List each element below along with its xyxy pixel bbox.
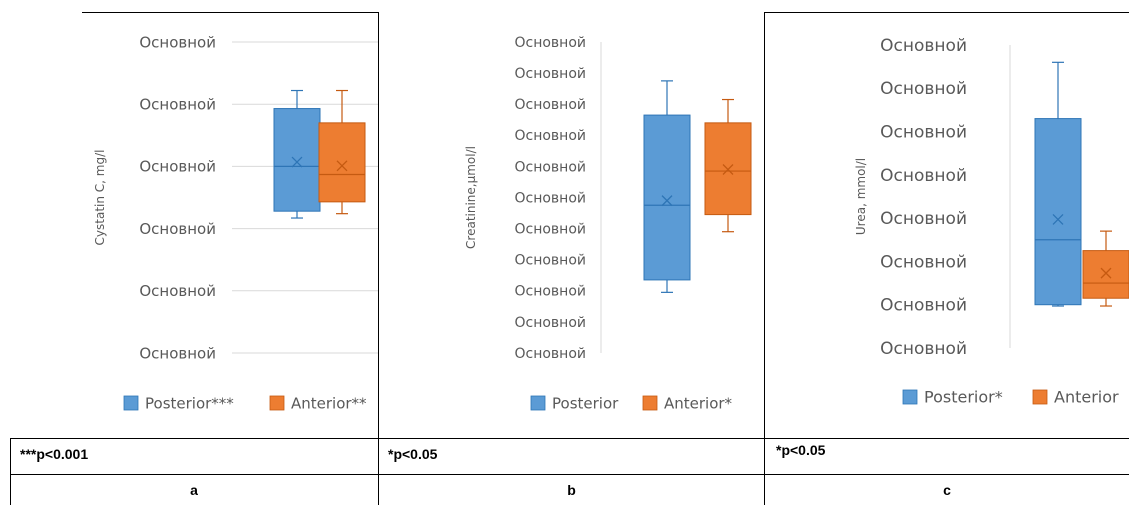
y-axis-label: Urea, mmol/l xyxy=(854,158,868,235)
box-posterior xyxy=(643,114,691,281)
y-tick-label: Основной xyxy=(880,36,967,56)
mean-marker xyxy=(1052,213,1064,225)
y-tick-label: Основной xyxy=(139,95,216,113)
y-tick-label: Основной xyxy=(880,79,967,99)
box-posterior xyxy=(1034,118,1082,306)
legend-swatch xyxy=(269,395,285,411)
mean-marker xyxy=(291,156,303,168)
y-tick-label: Основной xyxy=(514,128,586,144)
y-tick-label: Основной xyxy=(880,296,967,316)
y-axis-label: Cystatin C, mg/l xyxy=(93,150,107,246)
y-tick-label: Основной xyxy=(880,166,967,186)
significance-note-c: *p<0.05 xyxy=(776,442,826,458)
panel-label-a: a xyxy=(190,482,198,498)
table-divider-1 xyxy=(378,12,379,505)
mean-marker xyxy=(1100,267,1112,279)
legend-swatch xyxy=(530,395,546,411)
mean-marker xyxy=(661,195,673,207)
y-tick-label: Основной xyxy=(880,339,967,359)
table-row-line-2 xyxy=(10,474,1129,475)
chart-b: Основной Основной Основной Основной Основной… xyxy=(464,35,752,413)
box-anterior xyxy=(318,122,366,203)
y-tick-label: Основной xyxy=(514,66,586,82)
y-tick-label: Основной xyxy=(514,346,586,362)
y-tick-label: Основной xyxy=(514,284,586,300)
table-row-line-1 xyxy=(10,438,1129,439)
legend-label: Posterior xyxy=(552,395,619,413)
y-tick-label: Основной xyxy=(880,209,967,229)
y-tick-label: Основной xyxy=(514,315,586,331)
y-tick-label: Основной xyxy=(139,282,216,300)
panel-label-c: c xyxy=(943,482,951,498)
y-tick-label: Основной xyxy=(139,158,216,176)
significance-note-b: *p<0.05 xyxy=(388,446,438,462)
legend-swatch xyxy=(1032,389,1048,405)
legend-label: Anterior** xyxy=(291,395,367,413)
panel-label-b: b xyxy=(567,482,576,498)
y-tick-label: Основной xyxy=(880,123,967,143)
significance-note-a: ***p<0.001 xyxy=(20,446,89,462)
y-tick-label: Основной xyxy=(514,35,586,51)
y-axis-label: Creatinine,µmol/l xyxy=(464,146,478,249)
table-divider-2 xyxy=(764,12,765,505)
legend-label: Posterior* xyxy=(924,388,1003,407)
table-top-line-c xyxy=(764,12,1129,13)
table-left-border xyxy=(10,438,11,505)
table-top-line-a xyxy=(82,12,379,13)
chart-a: Основной Основной Основной Основной Основной… xyxy=(93,33,378,413)
y-tick-label: Основной xyxy=(139,220,216,238)
mean-marker xyxy=(722,164,734,175)
y-tick-label: Основной xyxy=(514,222,586,238)
box-posterior xyxy=(273,108,321,212)
legend-swatch xyxy=(123,395,139,411)
box-anterior xyxy=(1082,250,1129,299)
y-tick-label: Основной xyxy=(880,252,967,272)
legend-swatch xyxy=(902,389,918,405)
legend-label: Anterior* xyxy=(664,395,733,413)
y-tick-label: Основной xyxy=(139,33,216,51)
y-tick-label: Основной xyxy=(514,253,586,269)
chart-c: Основной Основной Основной Основной Основной… xyxy=(854,36,1129,407)
y-tick-label: Основной xyxy=(514,190,586,206)
legend-swatch xyxy=(642,395,658,411)
y-tick-label: Основной xyxy=(139,344,216,362)
legend-label: Posterior*** xyxy=(145,395,234,413)
y-tick-label: Основной xyxy=(514,97,586,113)
mean-marker xyxy=(336,160,348,172)
legend-label: Anterior xyxy=(1054,388,1119,407)
y-tick-label: Основной xyxy=(514,159,586,175)
